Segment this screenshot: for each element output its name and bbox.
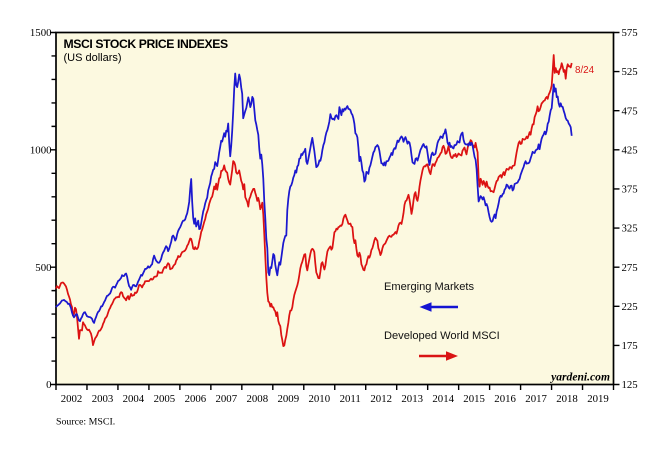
svg-text:2006: 2006 [185,393,207,405]
svg-text:(US dollars): (US dollars) [64,52,122,64]
svg-text:1500: 1500 [30,27,52,39]
svg-text:2003: 2003 [92,393,114,405]
svg-text:Source: MSCI.: Source: MSCI. [56,417,115,428]
svg-text:475: 475 [622,105,638,117]
svg-text:2019: 2019 [587,393,609,405]
svg-text:2014: 2014 [432,393,454,405]
svg-text:325: 325 [622,223,638,235]
svg-text:2011: 2011 [340,393,361,405]
svg-text:425: 425 [622,144,638,156]
svg-text:175: 175 [622,340,638,352]
svg-text:375: 375 [622,184,638,196]
svg-text:275: 275 [622,262,638,274]
svg-text:MSCI STOCK PRICE INDEXES: MSCI STOCK PRICE INDEXES [64,37,228,51]
svg-text:2009: 2009 [278,393,300,405]
svg-text:225: 225 [622,301,638,313]
svg-text:525: 525 [622,66,638,78]
svg-text:2017: 2017 [525,393,547,405]
svg-text:500: 500 [35,262,51,274]
svg-text:575: 575 [622,27,638,39]
svg-text:Emerging Markets: Emerging Markets [384,281,474,293]
svg-text:2004: 2004 [123,393,145,405]
svg-text:2005: 2005 [154,393,176,405]
svg-text:2008: 2008 [247,393,269,405]
svg-text:0: 0 [46,379,51,391]
svg-text:2010: 2010 [309,393,331,405]
svg-text:Developed World MSCI: Developed World MSCI [384,330,500,342]
svg-text:2016: 2016 [494,393,516,405]
svg-text:2007: 2007 [216,393,238,405]
svg-text:yardeni.com: yardeni.com [549,371,610,384]
svg-text:2015: 2015 [463,393,485,405]
svg-text:2012: 2012 [370,393,392,405]
svg-text:2018: 2018 [556,393,578,405]
svg-text:8/24: 8/24 [575,65,595,76]
svg-text:2002: 2002 [61,393,83,405]
svg-text:125: 125 [622,379,638,391]
svg-text:2013: 2013 [401,393,423,405]
svg-text:1000: 1000 [30,144,52,156]
